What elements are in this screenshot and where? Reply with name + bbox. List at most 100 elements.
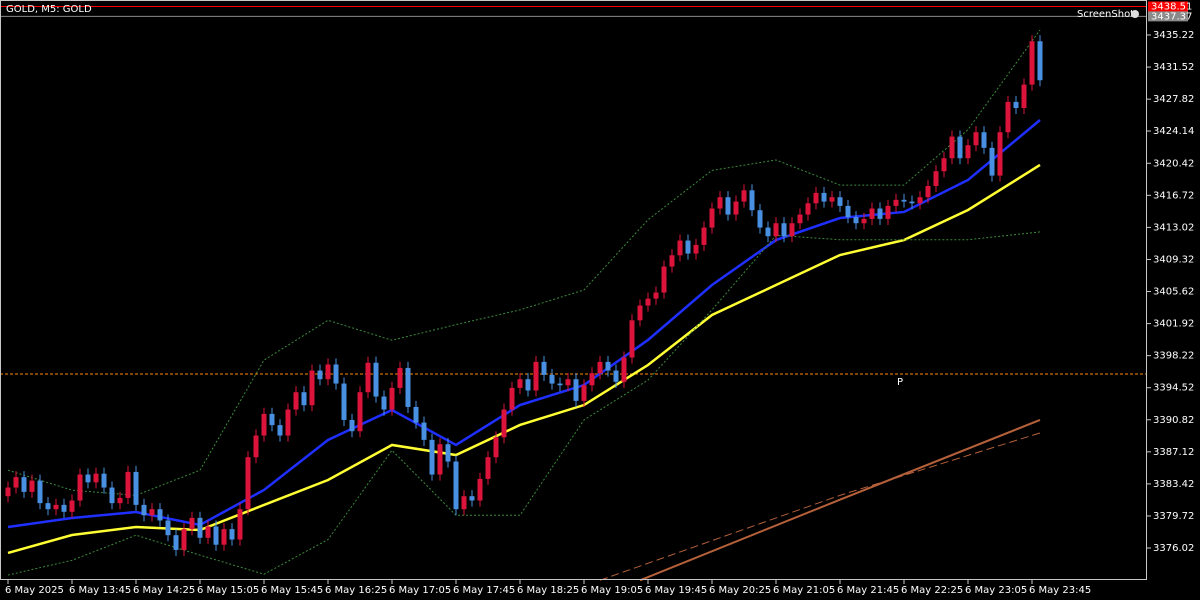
candle-body [973,132,979,146]
candle-body [821,192,827,202]
candle-body [349,419,355,432]
x-tick-label: 6 May 2025 [5,585,64,596]
candle-body [749,190,755,211]
chart-title: GOLD, M5: GOLD [6,4,92,15]
candle-body [941,158,947,172]
candle-body [509,387,515,410]
indicator-line [7,119,1041,529]
candle-body [45,503,51,510]
y-tick-label: 3409.32 [1153,254,1194,265]
candle-body [957,136,963,159]
candle-body [421,422,427,440]
candle-body [437,444,443,475]
y-tick-label: 3413.02 [1153,222,1194,233]
x-tick-label: 6 May 19:05 [581,585,643,596]
candle-body [605,361,611,371]
candle-body [109,487,115,504]
y-tick-label: 3424.14 [1153,126,1194,137]
candle-body [901,199,907,202]
candle-body [405,367,411,407]
x-tick-label: 6 May 23:45 [1029,585,1091,596]
candle-body [61,504,67,512]
plot-frame [0,0,1147,580]
x-tick-label: 6 May 21:45 [837,585,899,596]
indicator-line [599,432,1041,581]
candle-body [885,205,891,219]
candle-body [573,379,579,401]
candle-body [181,529,187,550]
candle-body [221,529,227,545]
candle-body [677,240,683,256]
candle-body [261,413,267,436]
candle-body [21,477,27,492]
candle-body [781,223,787,237]
candle-body [213,526,219,545]
candle-body [693,244,699,254]
x-tick-label: 6 May 17:45 [453,585,515,596]
candle-body [413,406,419,423]
candle-body [989,147,995,176]
candle-body [37,480,43,504]
candle-body [277,425,283,436]
price-tag-label: 3438.51 [1151,1,1192,12]
candle-body [709,208,715,228]
candle-body [853,217,859,224]
candle-body [517,379,523,388]
y-tick-label: 3398.22 [1153,351,1194,362]
candle-body [829,197,835,202]
candle-body [333,364,339,384]
candle-body [757,210,763,228]
candle-body [429,439,435,475]
candle-body [621,357,627,382]
candle-body [845,205,851,218]
candle-body [397,367,403,388]
candle-body [565,379,571,386]
candle-body [445,444,451,462]
candle-body [125,471,131,498]
candle-body [1037,41,1043,81]
candle-body [1029,41,1035,85]
candle-body [293,392,299,410]
x-tick-label: 6 May 20:25 [709,585,771,596]
candle-body [365,362,371,393]
indicator-line [7,29,1041,496]
candle-body [589,373,595,386]
candle-body [637,305,643,321]
indicator-line [7,163,1041,555]
x-tick-label: 6 May 19:45 [645,585,707,596]
x-tick-label: 6 May 21:05 [773,585,835,596]
y-tick-label: 3431.52 [1153,62,1194,73]
x-tick-label: 6 May 15:05 [197,585,259,596]
candle-body [341,383,347,420]
candle-body [173,535,179,550]
x-tick-label: 6 May 17:05 [389,585,451,596]
candle-body [285,409,291,436]
candle-body [733,201,739,215]
candle-body [269,413,275,426]
candle-body [701,227,707,245]
watermark-icon [1131,10,1139,18]
candle-body [485,457,491,479]
candle-body [373,362,379,397]
candle-body [381,396,387,410]
y-tick-label: 3390.82 [1153,415,1194,426]
candle-body [85,474,91,483]
y-tick-label: 3435.22 [1153,30,1194,41]
candle-body [117,497,123,504]
y-tick-label: 3379.72 [1153,511,1194,522]
candle-body [149,509,155,516]
candle-body [5,487,11,497]
indicator-line [639,419,1041,582]
candle-body [773,223,779,237]
candle-body [453,461,459,510]
x-tick-label: 6 May 23:05 [965,585,1027,596]
candle-body [533,361,539,391]
candle-body [229,529,235,540]
candle-body [101,473,107,488]
x-tick-label: 6 May 16:25 [325,585,387,596]
x-tick-label: 6 May 13:45 [69,585,131,596]
candle-body [717,197,723,209]
candle-body [645,298,651,306]
candle-body [157,509,163,521]
